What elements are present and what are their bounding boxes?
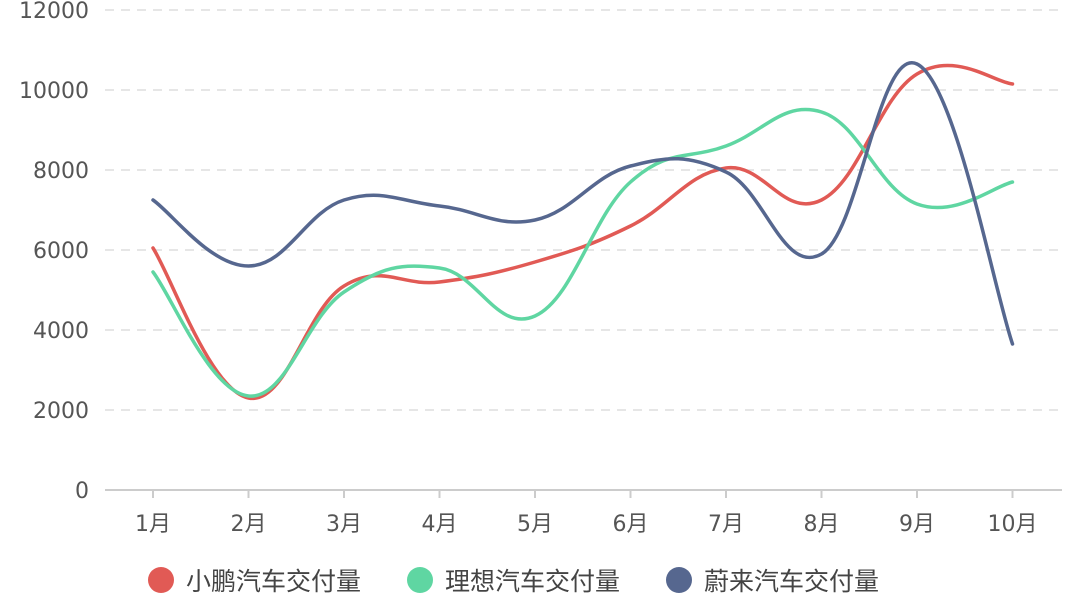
grid-lines bbox=[105, 9, 1062, 411]
x-tick-label: 2月 bbox=[231, 512, 267, 537]
legend-marker-icon bbox=[148, 567, 174, 593]
y-tick-label: 6000 bbox=[33, 239, 89, 264]
legend-marker-icon bbox=[666, 567, 693, 593]
legend-item-xpeng[interactable]: 小鹏汽车交付量 bbox=[148, 562, 361, 598]
y-axis-labels: 0 2000 4000 6000 8000 10000 12000 bbox=[19, 0, 89, 504]
legend-item-nio[interactable]: 蔚来汽车交付量 bbox=[666, 562, 879, 598]
y-tick-label: 2000 bbox=[33, 399, 89, 424]
axes bbox=[105, 489, 1062, 498]
series-line-1 bbox=[151, 107, 1015, 398]
legend-label: 理想汽车交付量 bbox=[445, 567, 621, 596]
series-lines bbox=[151, 61, 1015, 400]
x-tick-label: 10月 bbox=[988, 512, 1038, 537]
x-tick-label: 7月 bbox=[708, 512, 744, 537]
y-tick-label: 8000 bbox=[33, 159, 89, 184]
x-axis-labels: 1月 2月 3月 4月 5月 6月 7月 8月 9月 10月 bbox=[135, 512, 1038, 537]
x-tick-label: 9月 bbox=[899, 512, 935, 537]
series-line-2 bbox=[151, 61, 1015, 346]
x-tick-label: 6月 bbox=[613, 512, 649, 537]
y-tick-label: 12000 bbox=[19, 0, 89, 24]
x-tick-label: 1月 bbox=[135, 512, 171, 537]
series-line-0 bbox=[151, 63, 1015, 400]
x-tick-label: 5月 bbox=[517, 512, 553, 537]
y-tick-label: 0 bbox=[75, 479, 89, 504]
x-tick-label: 8月 bbox=[804, 512, 840, 537]
legend-label: 小鹏汽车交付量 bbox=[186, 567, 362, 596]
legend: 小鹏汽车交付量 理想汽车交付量 蔚来汽车交付量 bbox=[148, 562, 879, 598]
x-tick-label: 4月 bbox=[422, 512, 458, 537]
legend-marker-icon bbox=[407, 567, 434, 593]
y-tick-label: 10000 bbox=[19, 79, 89, 104]
y-tick-label: 4000 bbox=[33, 319, 89, 344]
x-tick-label: 3月 bbox=[326, 512, 362, 537]
legend-item-li-auto[interactable]: 理想汽车交付量 bbox=[407, 562, 620, 598]
legend-label: 蔚来汽车交付量 bbox=[704, 567, 880, 596]
